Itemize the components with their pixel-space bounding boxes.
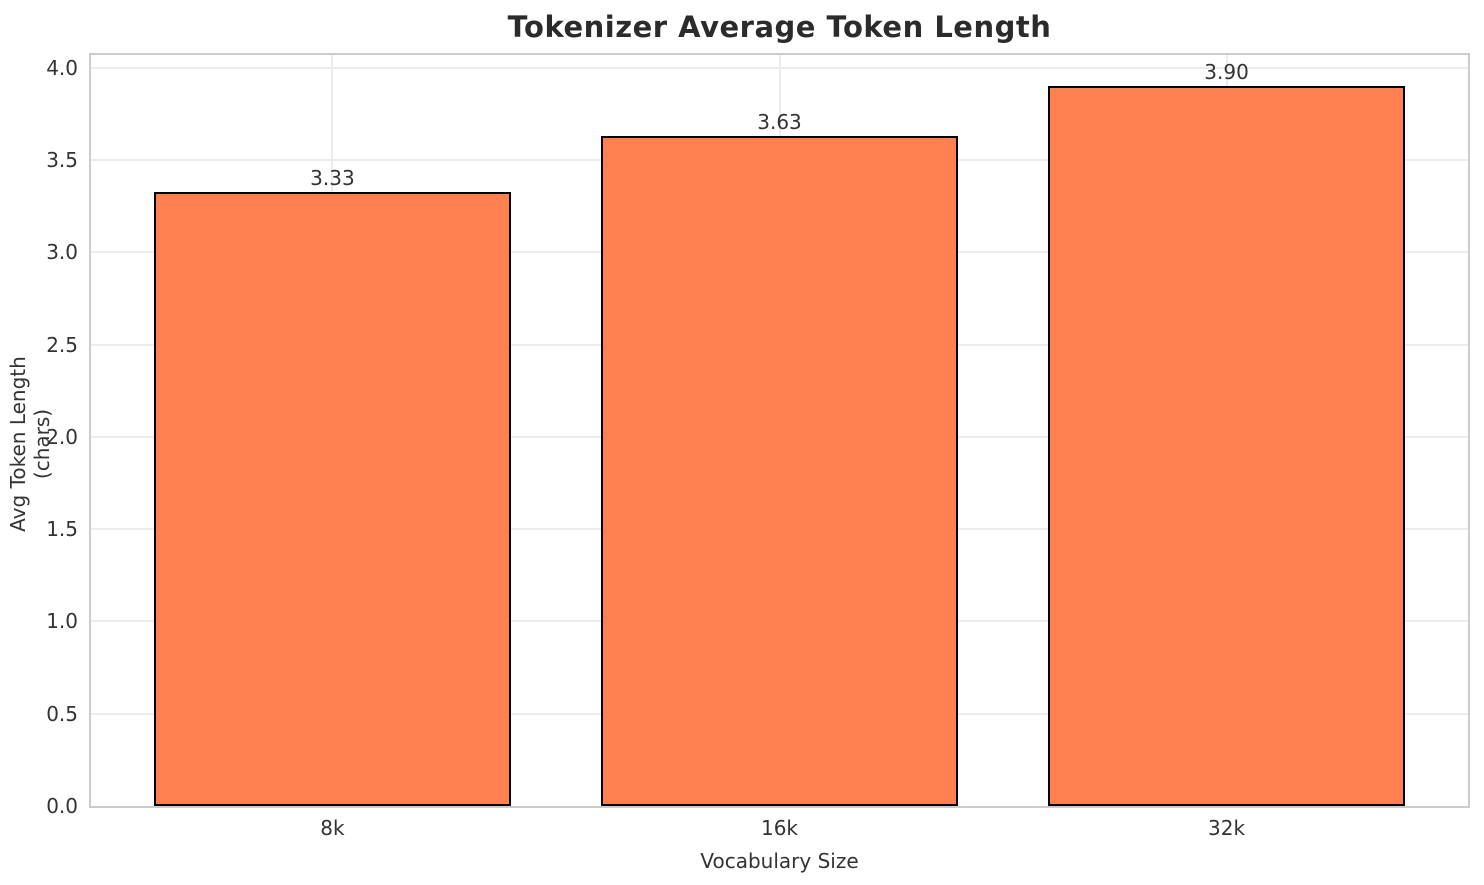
y-tick-label: 3.0 xyxy=(46,240,78,265)
h-gridline xyxy=(91,66,1468,69)
x-tick-label: 16k xyxy=(760,816,799,840)
bar-8k xyxy=(153,191,512,806)
y-tick-label: 2.0 xyxy=(46,424,78,449)
y-tick-label: 4.0 xyxy=(46,55,78,80)
y-tick-label: 1.5 xyxy=(46,517,78,542)
y-tick-label: 1.0 xyxy=(46,609,78,634)
bar-32k xyxy=(1047,86,1406,806)
plot-area: 3.33 3.63 3.90 xyxy=(89,53,1470,808)
bar-value-label: 3.90 xyxy=(1204,60,1249,85)
bar-value-label: 3.33 xyxy=(310,165,355,190)
chart-title: Tokenizer Average Token Length xyxy=(507,10,1052,44)
x-axis-label: Vocabulary Size xyxy=(700,849,859,873)
bar-16k xyxy=(600,136,959,806)
y-tick-label: 3.5 xyxy=(46,148,78,173)
x-tick-label: 8k xyxy=(320,816,345,840)
y-tick-label: 2.5 xyxy=(46,332,78,357)
y-tick-label: 0.0 xyxy=(46,794,78,818)
bar-value-label: 3.63 xyxy=(757,110,802,135)
x-tick-label: 32k xyxy=(1208,816,1246,840)
y-tick-label: 0.5 xyxy=(46,701,78,726)
